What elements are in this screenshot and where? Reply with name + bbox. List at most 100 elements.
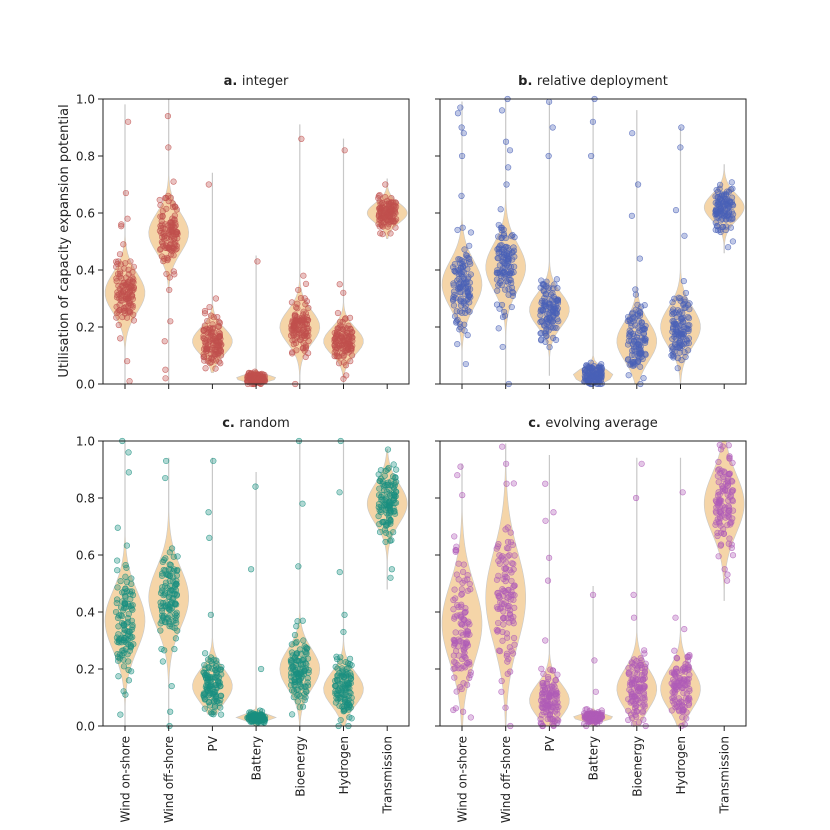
data-point — [300, 332, 308, 339]
y-tick-label: 0.0 — [76, 720, 95, 734]
data-point — [340, 352, 347, 359]
data-point — [719, 512, 726, 519]
outlier-point — [457, 463, 464, 470]
data-point — [464, 659, 471, 667]
data-point — [162, 583, 169, 590]
data-point — [685, 347, 692, 354]
data-point — [128, 602, 135, 609]
data-point — [115, 673, 122, 680]
data-point — [164, 257, 171, 264]
data-point — [676, 349, 683, 356]
outlier-point — [677, 144, 684, 151]
data-point — [728, 194, 736, 201]
data-point — [116, 307, 123, 314]
outlier-point — [343, 372, 350, 379]
violin-battery — [235, 472, 277, 727]
outlier-point — [125, 469, 132, 476]
outlier-point — [672, 207, 680, 214]
data-point — [159, 213, 166, 220]
data-point — [459, 224, 466, 231]
data-point — [715, 553, 722, 560]
data-point — [633, 684, 641, 691]
y-tick-label: 1.0 — [76, 93, 95, 107]
data-point — [385, 509, 393, 516]
outlier-point — [170, 178, 177, 185]
data-point — [166, 572, 173, 579]
data-point — [303, 688, 310, 695]
data-point — [376, 521, 383, 528]
data-point — [625, 356, 632, 363]
data-point — [729, 552, 737, 559]
outlier-point — [122, 691, 129, 698]
outlier-point — [459, 492, 466, 499]
violin-battery — [573, 586, 614, 727]
data-point — [641, 671, 648, 679]
panel-4: c. evolving average Wind on-shore Wind off… — [435, 416, 747, 823]
data-point — [631, 322, 639, 329]
data-point — [117, 261, 125, 268]
data-point — [343, 702, 351, 709]
data-point — [119, 598, 126, 605]
data-point — [681, 298, 688, 305]
data-point — [547, 291, 555, 298]
data-point — [116, 291, 123, 298]
data-point — [376, 191, 383, 199]
data-point — [634, 329, 642, 337]
data-point — [461, 609, 468, 616]
data-point — [392, 206, 399, 213]
data-point — [632, 702, 639, 709]
data-point — [347, 338, 354, 346]
data-point — [679, 318, 686, 325]
data-point — [466, 242, 473, 249]
data-point — [681, 304, 688, 311]
panel-1: a. integer 0.0 0.2 0.4 0.6 0.8 1.0 — [76, 74, 410, 392]
y-tick-label: 0.8 — [76, 492, 95, 506]
data-point — [129, 634, 136, 641]
data-point — [387, 212, 394, 219]
data-point — [384, 466, 391, 473]
data-point — [338, 325, 345, 332]
data-point — [348, 352, 356, 359]
data-point — [625, 372, 632, 379]
data-point — [675, 294, 682, 301]
data-point — [502, 286, 509, 293]
data-point — [200, 353, 208, 360]
data-point — [625, 716, 632, 724]
data-point — [505, 256, 513, 263]
outlier-point — [542, 480, 549, 487]
outlier-point — [207, 611, 214, 618]
data-point — [511, 641, 518, 648]
data-point — [640, 691, 648, 698]
data-point — [499, 553, 506, 560]
data-point — [170, 587, 177, 594]
data-point — [297, 680, 304, 688]
x-tick-label: PV — [206, 735, 220, 751]
data-point — [543, 283, 550, 290]
data-point — [212, 666, 219, 673]
data-point — [451, 586, 458, 593]
data-point — [172, 617, 179, 624]
data-point — [669, 324, 677, 331]
data-point — [382, 194, 389, 201]
outlier-point — [206, 534, 213, 542]
data-point — [511, 263, 518, 270]
outlier-point — [122, 189, 130, 197]
data-point — [669, 308, 676, 315]
data-point — [506, 552, 513, 559]
data-point — [716, 441, 723, 449]
data-point — [507, 529, 514, 536]
data-point — [508, 560, 516, 567]
outlier-point — [457, 104, 464, 111]
data-point — [210, 711, 217, 718]
data-point — [127, 644, 134, 651]
panel-title-text: random — [239, 416, 289, 431]
data-point — [384, 446, 392, 453]
x-tick-label: Battery — [250, 736, 264, 780]
data-point — [498, 600, 506, 607]
outlier-point — [505, 164, 512, 171]
data-point — [205, 329, 212, 336]
outlier-point — [167, 708, 174, 715]
data-point — [338, 665, 346, 672]
data-point — [451, 313, 459, 320]
data-point — [545, 673, 552, 681]
